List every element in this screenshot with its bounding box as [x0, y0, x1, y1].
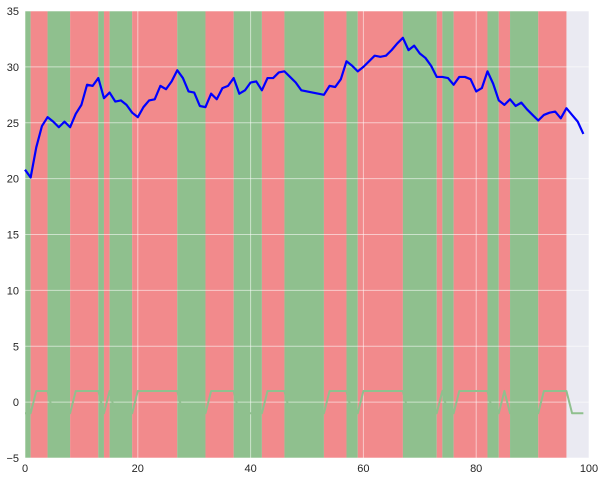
y-tick-label: 5	[13, 341, 19, 353]
x-tick-label: 40	[244, 463, 256, 475]
y-tick-label: 15	[7, 230, 19, 242]
y-tick-label: 30	[7, 62, 19, 74]
x-tick-label: 60	[357, 463, 369, 475]
y-tick-label: 20	[7, 174, 19, 186]
series-line-2	[25, 389, 584, 415]
y-tick-label: 25	[7, 118, 19, 130]
y-tick-label: 35	[7, 6, 19, 18]
x-tick-label: 80	[470, 463, 482, 475]
y-axis-tick-labels: −5 0 5 10 15 20 25 30 35	[6, 6, 19, 465]
gridlines	[24, 10, 590, 459]
series-lines	[24, 36, 585, 415]
x-tick-label: 100	[580, 463, 598, 475]
x-axis-tick-labels: 0 20 40 60 80 100	[22, 463, 598, 475]
x-tick-label: 20	[132, 463, 144, 475]
x-tick-label: 0	[22, 463, 28, 475]
y-tick-label: 10	[7, 285, 19, 297]
y-tick-label: 0	[13, 397, 19, 409]
y-tick-label: −5	[6, 453, 19, 465]
series-line-1	[24, 36, 585, 179]
